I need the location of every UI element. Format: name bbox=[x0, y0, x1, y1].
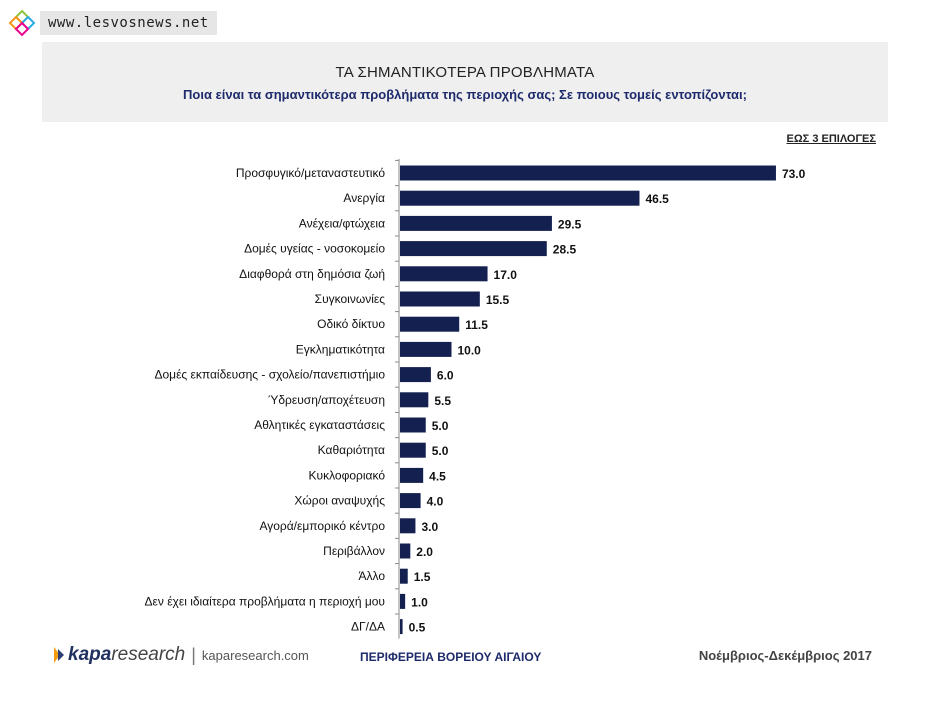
category-label: Άλλο bbox=[358, 569, 385, 583]
watermark: www.lesvosnews.net bbox=[8, 8, 217, 38]
bar bbox=[400, 291, 480, 307]
bar-value-label: 4.5 bbox=[429, 469, 446, 483]
category-label: Ύδρευση/αποχέτευση bbox=[268, 393, 385, 407]
category-label: ΔΓ/ΔΑ bbox=[351, 620, 385, 634]
bar bbox=[400, 341, 452, 357]
bar-value-label: 28.5 bbox=[553, 243, 577, 257]
bar-value-label: 15.5 bbox=[486, 293, 510, 307]
bar-value-label: 11.5 bbox=[465, 318, 488, 332]
bar bbox=[400, 316, 460, 332]
category-label: Ανεργία bbox=[343, 191, 385, 205]
bar bbox=[400, 241, 547, 257]
category-label: Συγκοινωνίες bbox=[315, 292, 386, 306]
bar bbox=[400, 266, 488, 282]
kapa-mark-icon bbox=[54, 647, 64, 663]
category-label: Δομές υγείας - νοσοκομείο bbox=[244, 242, 385, 256]
category-label: Δεν έχει ιδιαίτερα προβλήματα η περιοχή … bbox=[145, 594, 386, 608]
bar bbox=[400, 367, 431, 383]
logo-research: research bbox=[111, 644, 186, 665]
category-label: Εγκληματικότητα bbox=[296, 342, 385, 356]
period-label: Νοέμβριος-Δεκέμβριος 2017 bbox=[698, 648, 872, 663]
bar bbox=[400, 619, 403, 635]
category-label: Χώροι αναψυχής bbox=[294, 494, 385, 508]
logo-kapa: kapa bbox=[68, 644, 112, 665]
bar-value-label: 1.0 bbox=[411, 595, 428, 609]
bar-value-label: 4.0 bbox=[427, 495, 444, 509]
lesvosnews-logo-icon bbox=[8, 9, 36, 37]
chart-header: ΤΑ ΣΗΜΑΝΤΙΚΟΤΕΡΑ ΠΡΟΒΛΗΜΑΤΑ Ποια είναι τ… bbox=[42, 42, 888, 122]
category-label: Περιβάλλον bbox=[323, 544, 385, 558]
logo-url: kaparesearch.com bbox=[201, 647, 309, 663]
bar bbox=[400, 215, 552, 231]
logo-separator: | bbox=[191, 644, 196, 665]
bar-value-label: 2.0 bbox=[416, 545, 433, 559]
bar-value-label: 5.5 bbox=[434, 394, 451, 408]
category-label: Αθλητικές εγκαταστάσεις bbox=[254, 418, 385, 432]
bar bbox=[400, 392, 429, 408]
bar bbox=[400, 417, 426, 433]
bar bbox=[400, 568, 408, 584]
watermark-text: www.lesvosnews.net bbox=[40, 11, 217, 35]
bar-value-label: 3.0 bbox=[421, 520, 438, 534]
bar-value-label: 10.0 bbox=[458, 343, 482, 357]
chart-subtitle: Ποια είναι τα σημαντικότερα προβλήματα τ… bbox=[183, 87, 747, 102]
category-label: Διαφθορά στη δημόσια ζωή bbox=[239, 267, 385, 281]
bar-value-label: 17.0 bbox=[494, 268, 518, 282]
bar bbox=[400, 493, 421, 509]
category-label: Ανέχεια/φτώχεια bbox=[299, 216, 385, 230]
category-label: Κυκλοφοριακό bbox=[309, 468, 386, 482]
selection-note: ΕΩΣ 3 ΕΠΙΛΟΓΕΣ bbox=[786, 133, 876, 145]
bar bbox=[400, 467, 424, 483]
category-label: Προσφυγικό/μεταναστευτικό bbox=[236, 166, 385, 180]
bar-value-label: 5.0 bbox=[432, 419, 449, 433]
chart-title: ΤΑ ΣΗΜΑΝΤΙΚΟΤΕΡΑ ΠΡΟΒΛΗΜΑΤΑ bbox=[335, 64, 595, 81]
bar-value-label: 46.5 bbox=[645, 192, 669, 206]
bar-value-label: 29.5 bbox=[558, 217, 582, 231]
category-label: Οδικό δίκτυο bbox=[317, 317, 385, 331]
bar-value-label: 1.5 bbox=[414, 570, 431, 584]
kapa-research-logo: kapa research | kaparesearch.com bbox=[52, 644, 309, 666]
bar-value-label: 5.0 bbox=[432, 444, 449, 458]
bar bbox=[400, 543, 411, 559]
category-label: Αγορά/εμπορικό κέντρο bbox=[259, 519, 385, 533]
category-label: Καθαριότητα bbox=[318, 443, 385, 457]
bar bbox=[400, 593, 406, 609]
bar-value-label: 0.5 bbox=[409, 621, 426, 635]
bar bbox=[400, 190, 640, 206]
bar bbox=[400, 518, 416, 534]
bar-value-label: 6.0 bbox=[437, 369, 454, 383]
bar-value-label: 73.0 bbox=[782, 167, 806, 181]
category-label: Δομές εκπαίδευσης - σχολείο/πανεπιστήμιο bbox=[154, 368, 385, 382]
bar bbox=[400, 442, 426, 458]
bar bbox=[400, 165, 776, 181]
region-label: ΠΕΡΙΦΕΡΕΙΑ ΒΟΡΕΙΟΥ ΑΙΓΑΙΟΥ bbox=[360, 650, 542, 664]
